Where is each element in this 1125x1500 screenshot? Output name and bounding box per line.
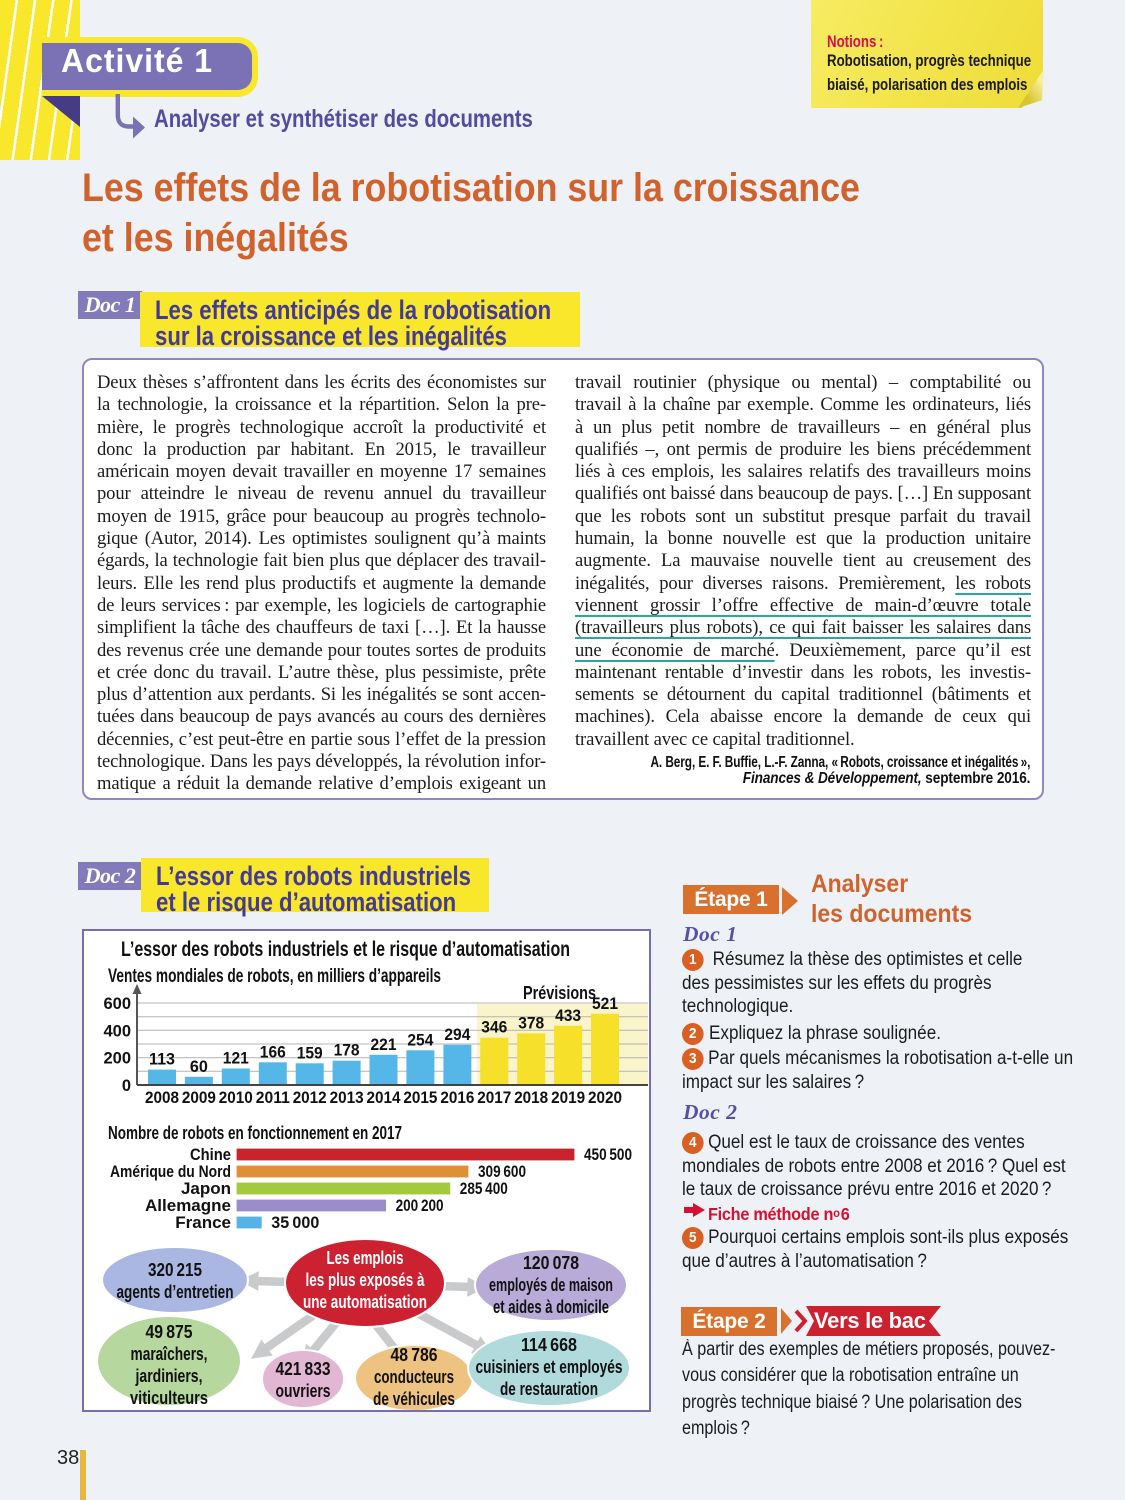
svg-text:L’essor des robots industriels: L’essor des robots industriels et le ris… (121, 938, 570, 961)
svg-text:600: 600 (103, 995, 131, 1013)
svg-text:120 078: 120 078 (523, 1253, 579, 1273)
svg-text:200: 200 (103, 1050, 131, 1068)
svg-text:cuisiniers et employés: cuisiniers et employés (476, 1357, 623, 1377)
svg-text:200 200: 200 200 (396, 1196, 444, 1215)
svg-text:Prévisions: Prévisions (523, 983, 596, 1003)
svg-text:521: 521 (592, 995, 618, 1013)
svg-text:2019: 2019 (551, 1089, 585, 1107)
svg-text:254: 254 (407, 1031, 434, 1049)
svg-text:ouvriers: ouvriers (276, 1381, 331, 1401)
svg-text:48 786: 48 786 (391, 1345, 438, 1365)
svg-text:Chine: Chine (190, 1145, 231, 1164)
svg-text:employés de maison: employés de maison (489, 1275, 613, 1295)
svg-text:2018: 2018 (514, 1089, 548, 1107)
svg-text:2011: 2011 (256, 1089, 290, 1107)
svg-text:2016: 2016 (440, 1089, 474, 1107)
svg-text:450 500: 450 500 (584, 1145, 632, 1164)
svg-text:maraîchers,: maraîchers, (131, 1344, 208, 1364)
svg-text:159: 159 (297, 1044, 323, 1062)
svg-text:309 600: 309 600 (478, 1162, 526, 1181)
svg-text:et aides à domicile: et aides à domicile (493, 1297, 609, 1317)
svg-text:221: 221 (371, 1036, 397, 1054)
svg-text:178: 178 (334, 1042, 360, 1060)
svg-text:0: 0 (122, 1077, 131, 1095)
svg-text:2017: 2017 (477, 1089, 511, 1107)
svg-text:60: 60 (190, 1058, 208, 1076)
svg-text:2020: 2020 (588, 1089, 622, 1107)
svg-text:Japon: Japon (181, 1179, 231, 1198)
svg-text:294: 294 (444, 1026, 471, 1044)
svg-text:346: 346 (481, 1019, 507, 1037)
svg-text:France: France (175, 1213, 231, 1232)
svg-text:2015: 2015 (403, 1089, 437, 1107)
svg-text:2012: 2012 (293, 1089, 327, 1107)
svg-text:de restauration: de restauration (500, 1379, 598, 1399)
svg-text:agents d’entretien: agents d’entretien (117, 1282, 234, 1302)
svg-text:378: 378 (518, 1014, 544, 1032)
svg-text:433: 433 (555, 1007, 581, 1025)
svg-text:285 400: 285 400 (460, 1179, 508, 1198)
svg-text:421 833: 421 833 (276, 1359, 331, 1379)
svg-text:400: 400 (103, 1022, 131, 1040)
svg-text:2014: 2014 (367, 1089, 402, 1107)
svg-text:Allemagne: Allemagne (145, 1196, 231, 1215)
svg-text:114 668: 114 668 (521, 1335, 577, 1355)
svg-text:viticulteurs: viticulteurs (130, 1388, 208, 1408)
svg-text:Ventes mondiales de robots, en: Ventes mondiales de robots, en milliers … (108, 966, 441, 987)
svg-text:2008: 2008 (145, 1089, 179, 1107)
svg-text:166: 166 (260, 1043, 286, 1061)
svg-text:49 875: 49 875 (146, 1322, 193, 1342)
svg-text:320 215: 320 215 (148, 1260, 202, 1280)
svg-text:jardiniers,: jardiniers, (135, 1366, 203, 1386)
svg-text:113: 113 (149, 1051, 175, 1069)
svg-text:2009: 2009 (182, 1089, 216, 1107)
svg-text:Amérique du Nord: Amérique du Nord (110, 1162, 231, 1181)
svg-text:les plus exposés à: les plus exposés à (306, 1270, 426, 1290)
svg-text:Nombre de robots en fonctionne: Nombre de robots en fonctionnement en 20… (108, 1123, 402, 1143)
svg-text:Les emplois: Les emplois (327, 1248, 404, 1268)
svg-text:121: 121 (223, 1050, 249, 1068)
svg-text:2010: 2010 (219, 1089, 253, 1107)
svg-text:conducteurs: conducteurs (374, 1367, 454, 1387)
svg-text:35 000: 35 000 (271, 1213, 319, 1232)
svg-text:2013: 2013 (330, 1089, 364, 1107)
svg-text:de véhicules: de véhicules (373, 1389, 455, 1409)
svg-text:une automatisation: une automatisation (303, 1292, 427, 1312)
